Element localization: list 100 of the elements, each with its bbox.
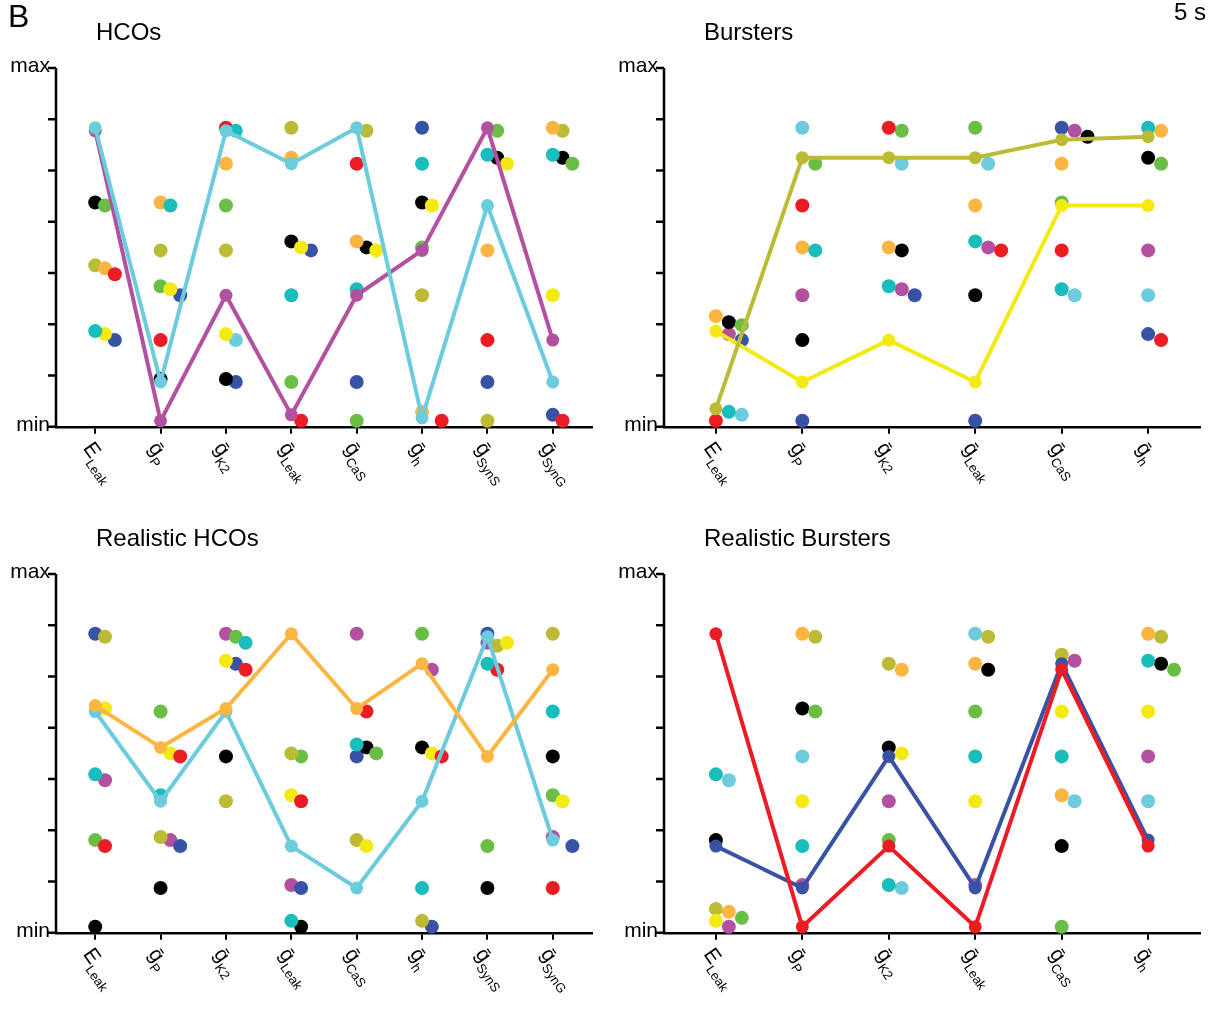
point <box>415 411 429 425</box>
point <box>218 156 233 171</box>
point <box>153 243 168 258</box>
point <box>349 749 364 764</box>
point <box>709 839 723 853</box>
point <box>153 830 168 845</box>
point <box>1054 749 1069 764</box>
point <box>415 794 429 808</box>
point <box>415 913 430 928</box>
point <box>1054 919 1069 934</box>
chart-title: HCOs <box>96 18 162 45</box>
point <box>709 324 723 338</box>
point <box>218 653 233 668</box>
point <box>795 920 809 934</box>
point <box>882 151 896 165</box>
point <box>968 234 983 249</box>
point <box>1141 839 1155 853</box>
point <box>349 737 364 752</box>
point <box>545 120 560 135</box>
point <box>349 234 364 249</box>
point <box>968 288 983 303</box>
point <box>708 767 723 782</box>
point <box>546 333 560 347</box>
point <box>88 324 103 339</box>
point <box>350 288 364 302</box>
point <box>480 147 495 162</box>
point <box>1141 199 1155 213</box>
point <box>795 333 810 348</box>
point <box>415 120 430 135</box>
point <box>1141 288 1156 303</box>
x-tick-label: ḡh <box>406 437 432 470</box>
point <box>708 309 723 324</box>
text: 5 s <box>1173 0 1206 25</box>
point <box>795 749 810 764</box>
point <box>968 413 983 428</box>
point <box>1055 133 1069 147</box>
point <box>546 375 560 389</box>
point <box>218 371 233 386</box>
point <box>795 881 809 895</box>
point <box>545 880 560 895</box>
point <box>795 413 810 428</box>
point <box>881 877 896 892</box>
point <box>284 627 298 641</box>
point <box>284 839 298 853</box>
point <box>545 749 560 764</box>
x-tick-label: ḡh <box>406 943 432 976</box>
point <box>1141 704 1156 719</box>
point <box>546 663 560 677</box>
text: min <box>624 917 658 941</box>
point <box>88 833 103 848</box>
point <box>545 704 560 719</box>
point <box>284 746 299 761</box>
text: min <box>624 411 658 435</box>
point <box>154 375 168 389</box>
point <box>1141 626 1156 641</box>
point <box>882 839 896 853</box>
point <box>480 880 495 895</box>
point <box>218 749 233 764</box>
chart-title: Realistic Bursters <box>704 524 891 551</box>
point <box>284 374 299 389</box>
point <box>480 749 494 763</box>
point <box>881 794 896 809</box>
point <box>88 919 103 934</box>
point <box>284 408 298 422</box>
point <box>415 626 430 641</box>
point <box>968 704 983 719</box>
point <box>1141 150 1156 165</box>
point <box>154 794 168 808</box>
text: min <box>16 411 50 435</box>
point <box>795 240 810 255</box>
point <box>1054 704 1069 719</box>
point <box>968 881 982 895</box>
x-tick-label: ḡK2 <box>209 943 236 983</box>
point <box>1141 653 1156 668</box>
x-tick-label: ḡP <box>786 943 812 977</box>
point <box>708 413 723 428</box>
point <box>415 880 430 895</box>
point <box>1054 839 1069 854</box>
point <box>350 702 364 716</box>
point <box>480 413 495 428</box>
x-tick-label: ḡh <box>1132 437 1158 470</box>
point <box>284 120 299 135</box>
text: B <box>8 0 30 34</box>
point <box>480 243 495 258</box>
x-tick-label: ḡP <box>786 437 812 471</box>
chart-title: Realistic HCOs <box>96 524 259 551</box>
text: max <box>10 52 51 76</box>
point <box>154 740 168 754</box>
point <box>881 279 896 294</box>
point <box>545 288 560 303</box>
x-tick-label: ḡK2 <box>209 437 236 477</box>
point <box>349 156 364 171</box>
point <box>218 794 233 809</box>
point <box>968 120 983 135</box>
point <box>350 881 364 895</box>
point <box>882 749 896 763</box>
point <box>1054 788 1069 803</box>
point <box>284 157 298 171</box>
point <box>480 374 495 389</box>
point <box>709 402 723 416</box>
